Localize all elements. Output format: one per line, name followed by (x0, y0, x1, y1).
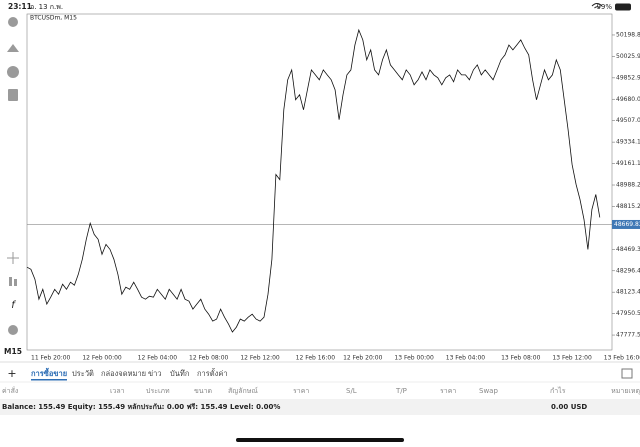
y-tick-label: 49852.95 (616, 74, 640, 81)
tool-trade[interactable] (7, 44, 19, 52)
y-tick-label: 48296.40 (616, 267, 640, 274)
y-tick-label: 48815.25 (616, 203, 640, 210)
tab[interactable]: การตั้งค่า (197, 368, 228, 378)
y-tick-label: 49161.15 (616, 160, 640, 167)
x-tick-label: 12 Feb 00:00 (82, 355, 122, 362)
battery-icon (615, 3, 631, 11)
wifi-icon (591, 3, 603, 9)
price-label: 48669.83 (614, 221, 640, 228)
tool-candles[interactable] (9, 277, 12, 286)
y-tick-label: 48469.35 (616, 246, 640, 253)
tab[interactable]: ประวัติ (72, 369, 94, 378)
table-header: ค่าสั่ง เวลา ประเภท ขนาด สัญลักษณ์ ราคา S/L T/P… (2, 386, 640, 395)
column-header: S/L (346, 387, 357, 395)
x-tick-label: 12 Feb 16:00 (296, 355, 336, 362)
account-profit: 0.00 USD (551, 403, 587, 411)
tool-candles-2 (14, 279, 17, 286)
tool-crosshair[interactable] (7, 252, 19, 264)
y-tick-label: 47950.50 (616, 310, 640, 317)
tab-bar: การซื้อขาย ประวัติ กล่องจดหมาย ข่าว บันทึก กา… (31, 367, 228, 381)
column-header: Swap (479, 387, 498, 395)
x-tick-label: 12 Feb 04:00 (138, 355, 178, 362)
tab[interactable]: บันทึก (170, 369, 189, 378)
tool-objects[interactable] (8, 325, 18, 335)
column-header: กำไร (550, 386, 566, 395)
x-tick-label: 12 Feb 08:00 (189, 355, 229, 362)
column-header: ประเภท (146, 387, 170, 395)
x-tick-label: 13 Feb 04:00 (446, 355, 486, 362)
x-tick-label: 13 Feb 16:00 (604, 355, 640, 362)
y-tick-label: 50025.90 (616, 53, 640, 60)
x-tick-label: 13 Feb 12:00 (552, 355, 592, 362)
column-header: ขนาด (194, 387, 212, 395)
chart-title: BTCUSDm, M15 (30, 15, 77, 22)
balance-row (0, 399, 640, 415)
column-header: ค่าสั่ง (2, 386, 18, 395)
tab[interactable]: การซื้อขาย (31, 367, 67, 378)
y-tick-label: 49334.10 (616, 139, 640, 146)
timeframe[interactable]: M15 (4, 347, 22, 356)
x-tick-label: 12 Feb 20:00 (343, 355, 383, 362)
layout-icon[interactable] (621, 368, 633, 379)
y-tick-label: 48123.45 (616, 289, 640, 296)
tool-indicators[interactable]: f (11, 300, 16, 311)
x-tick-label: 12 Feb 12:00 (240, 355, 280, 362)
price-label-bg (612, 219, 640, 229)
home-indicator (236, 438, 404, 442)
tab[interactable]: กล่องจดหมาย (101, 369, 146, 378)
y-tick-label: 48988.20 (616, 182, 640, 189)
status-time: 23:11 (8, 2, 32, 11)
chart: 47777.55 47950.50 48123.45 48296.40 48469.35… (26, 28, 640, 362)
column-header: T/P (395, 387, 407, 395)
status-date: อ. 13 ก.พ. (30, 3, 63, 11)
x-tick-label: 13 Feb 00:00 (394, 355, 434, 362)
tab[interactable]: ข่าว (148, 369, 162, 378)
tool-new[interactable] (8, 89, 18, 101)
left-toolbar: f (7, 17, 19, 335)
y-tick-label: 50198.85 (616, 31, 640, 38)
tool-account[interactable] (8, 17, 18, 27)
x-tick-label: 13 Feb 08:00 (501, 355, 541, 362)
account-summary: Balance: 155.49 Equity: 155.49 หลักประกั… (2, 403, 280, 411)
column-header: เวลา (110, 387, 125, 395)
column-header: ราคา (293, 387, 309, 395)
price-line-series (26, 28, 601, 333)
tab-underline (31, 379, 67, 381)
chart-frame (26, 13, 613, 351)
y-tick-label: 49507.05 (616, 117, 640, 124)
add-button[interactable]: + (7, 367, 16, 380)
column-header: สัญลักษณ์ (228, 387, 258, 395)
status-battery: 99% (596, 3, 612, 11)
column-header: ราคา (440, 387, 456, 395)
y-tick-label: 49680.00 (616, 96, 640, 103)
column-header: หมายเหตุ (611, 387, 640, 395)
y-tick-label: 47777.55 (616, 332, 640, 339)
tool-chat[interactable] (7, 66, 19, 78)
x-tick-label: 11 Feb 20:00 (31, 355, 71, 362)
